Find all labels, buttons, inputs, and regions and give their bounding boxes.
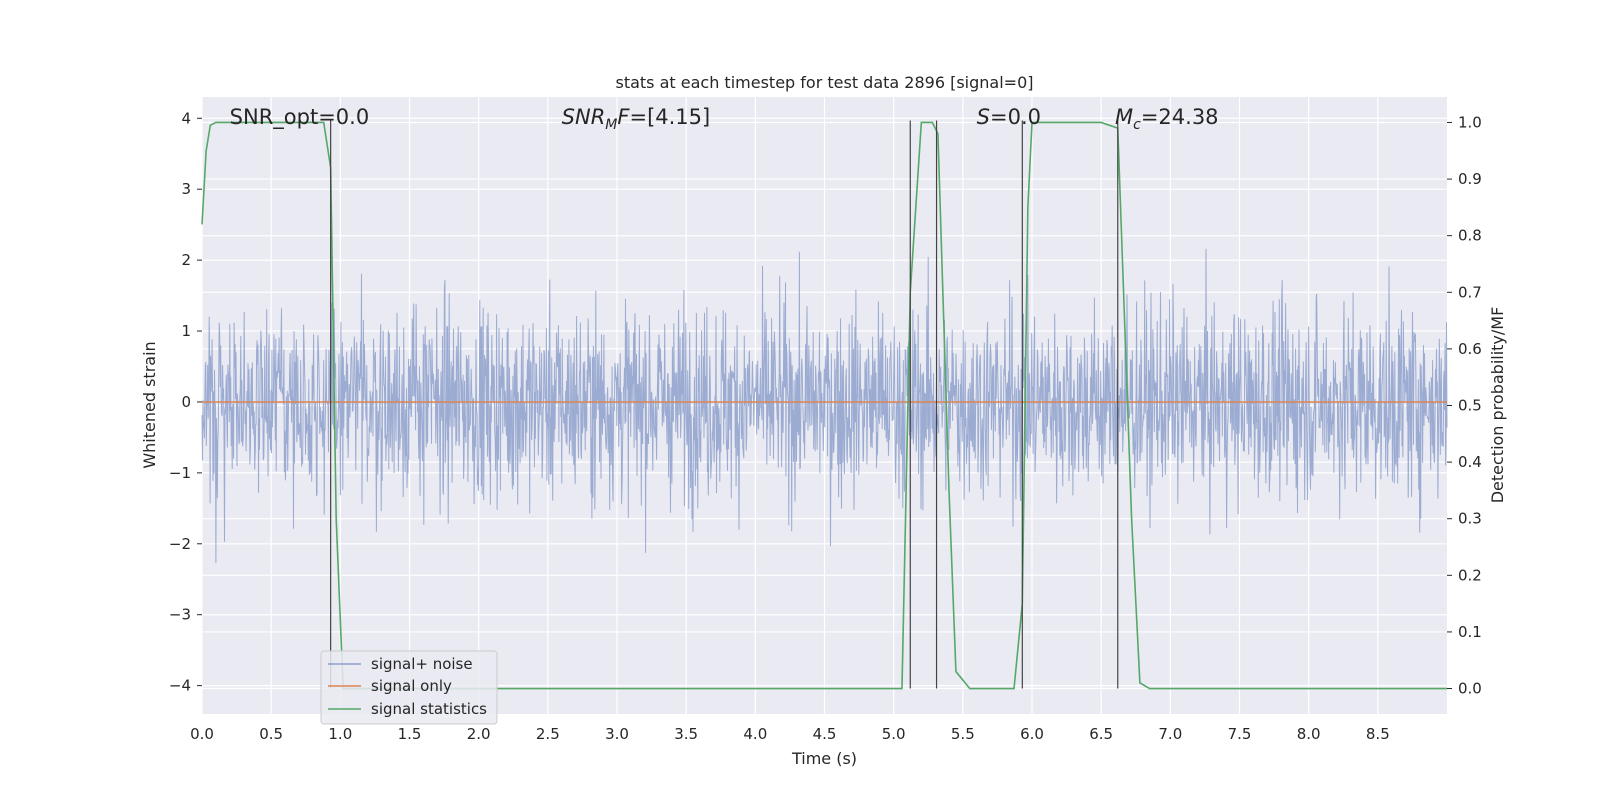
signal-noise-series [201,248,1448,564]
y-tick-label-right: 0.7 [1458,283,1482,301]
x-tick-label: 8.0 [1297,725,1321,743]
y-tick-label-left: 2 [181,251,191,269]
x-tick-label: 2.0 [467,725,491,743]
annotation-0: SNR_opt=0.0 [230,105,370,130]
annotation-2: S=0.0 [977,105,1041,129]
y-tick-label-right: 0.0 [1458,680,1482,698]
y-tick-label-right: 0.1 [1458,623,1482,641]
y-tick-label-left: −1 [169,464,191,482]
y-tick-label-right: 1.0 [1458,113,1482,131]
x-tick-label: 0.5 [259,725,283,743]
x-tick-label: 7.0 [1158,725,1182,743]
legend-box [320,650,498,725]
x-tick-label: 5.0 [882,725,906,743]
y-tick-label-right: 0.4 [1458,453,1482,471]
signal-noise-line [201,248,1448,564]
x-tick-label: 2.5 [536,725,560,743]
y-tick-label-left: 1 [181,322,191,340]
x-tick-label: 7.5 [1228,725,1252,743]
y-tick-label-left: −3 [169,606,191,624]
chart-title: stats at each timestep for test data 289… [615,73,1033,92]
y-tick-label-right: 0.6 [1458,340,1482,358]
x-tick-label: 3.5 [674,725,698,743]
x-tick-label: 4.0 [743,725,767,743]
legend-label-signal-statistics: signal statistics [371,700,487,718]
y-tick-label-left: 4 [181,109,191,127]
x-tick-label: 4.5 [813,725,837,743]
event-markers [330,120,1119,689]
x-tick-label: 1.5 [398,725,422,743]
x-tick-labels: 0.0 0.5 1.0 1.5 2.0 2.5 3.0 3.5 4.0 4.5 5.0 5.5 6.0 6… [190,725,1390,743]
x-tick-label: 0.0 [190,725,214,743]
legend-label-signal-noise: signal+ noise [371,655,473,673]
y-tick-label-right: 0.5 [1458,397,1482,415]
x-axis-label: Time (s) [791,749,857,768]
y-tick-labels-left: 4 3 2 1 0 −1 −2 −3 −4 [169,109,202,695]
y-tick-label-left: 3 [181,180,191,198]
y-tick-label-right: 0.3 [1458,510,1482,528]
x-tick-label: 8.5 [1366,725,1390,743]
y-tick-label-right: 0.9 [1458,170,1482,188]
y-tick-label-right: 0.8 [1458,227,1482,245]
line-series [201,121,1447,690]
y-tick-label-left: −2 [169,535,191,553]
y-tick-label-left: 0 [181,393,191,411]
y-tick-label-right: 0.2 [1458,566,1482,584]
x-tick-label: 6.0 [1020,725,1044,743]
x-tick-label: 5.5 [951,725,975,743]
legend-label-signal-only: signal only [371,677,452,695]
annotations: SNR_opt=0.0 SNRMF=[4.15] S=0.0 Mc=24.38 [230,105,1219,133]
y-axis-label-right: Detection probability/MF [1488,307,1507,504]
annotation-1: SNRMF=[4.15] [562,105,711,133]
x-tick-label: 1.0 [328,725,352,743]
x-tick-label: 3.0 [605,725,629,743]
y-axis-label-left: Whitened strain [140,341,159,468]
x-tick-label: 6.5 [1089,725,1113,743]
legend: signal+ noise signal only signal statist… [320,650,498,725]
y-tick-label-left: −4 [169,677,191,695]
signal-statistics-line [201,121,1447,690]
annotation-3: Mc=24.38 [1115,105,1219,133]
y-tick-labels-right: 1.0 0.9 0.8 0.7 0.6 0.5 0.4 0.3 0.2 0.1 0.0 [1447,113,1482,698]
